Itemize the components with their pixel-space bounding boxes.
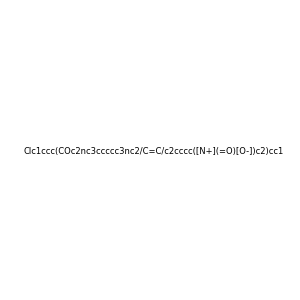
Text: Clc1ccc(COc2nc3ccccc3nc2/C=C/c2cccc([N+](=O)[O-])c2)cc1: Clc1ccc(COc2nc3ccccc3nc2/C=C/c2cccc([N+]… — [24, 147, 284, 156]
